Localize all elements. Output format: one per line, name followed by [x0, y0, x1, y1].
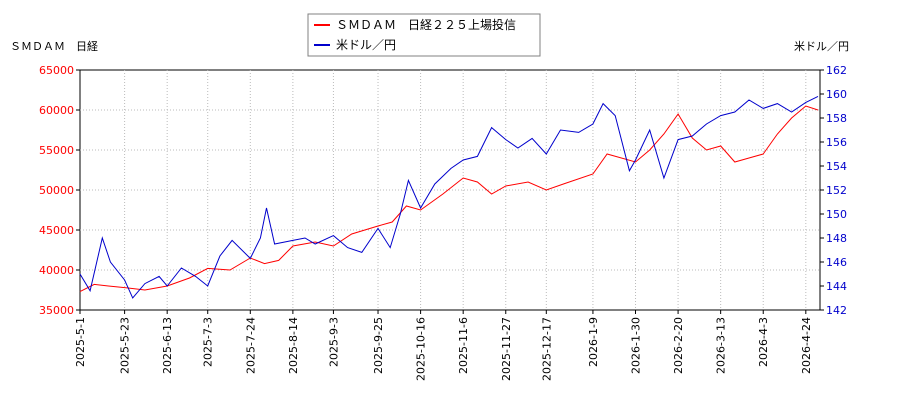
x-tick-label: 2026-4-24 — [800, 317, 813, 374]
left-tick-label: 40000 — [39, 264, 74, 277]
right-tick-label: 144 — [826, 280, 847, 293]
x-tick-label: 2025-10-16 — [415, 317, 428, 381]
left-tick-label: 35000 — [39, 304, 74, 317]
left-axis: 65000 60000 55000 50000 45000 40000 35000 — [39, 64, 80, 317]
left-tick-label: 55000 — [39, 144, 74, 157]
legend-label-usdjpy: 米ドル／円 — [336, 38, 396, 52]
right-tick-label: 162 — [826, 64, 847, 77]
x-tick-label: 2025-5-23 — [119, 317, 132, 374]
x-tick-label: 2025-7-3 — [202, 317, 215, 367]
series-line-nikkei — [80, 106, 818, 292]
x-tick-label: 2025-11-27 — [500, 317, 513, 381]
x-axis: 2025-5-1 2025-5-23 2025-6-13 2025-7-3 2025-7… — [74, 310, 813, 381]
x-tick-label: 2025-5-1 — [74, 317, 87, 367]
x-tick-label: 2026-1-9 — [587, 317, 600, 367]
series-layer — [80, 96, 818, 298]
x-tick-label: 2026-4-3 — [757, 317, 770, 367]
x-tick-label: 2025-6-13 — [161, 317, 174, 374]
right-tick-label: 154 — [826, 160, 847, 173]
right-tick-label: 148 — [826, 232, 847, 245]
x-tick-label: 2025-8-14 — [287, 317, 300, 374]
right-axis: 162 160 158 156 154 152 150 148 146 144 142 — [820, 64, 847, 317]
right-tick-label: 152 — [826, 184, 847, 197]
left-tick-label: 60000 — [39, 104, 74, 117]
right-axis-title: 米ドル／円 — [794, 40, 849, 53]
left-tick-label: 50000 — [39, 184, 74, 197]
left-tick-label: 65000 — [39, 64, 74, 77]
x-tick-label: 2025-12-17 — [540, 317, 553, 381]
x-tick-label: 2026-3-13 — [715, 317, 728, 374]
right-tick-label: 142 — [826, 304, 847, 317]
right-tick-label: 156 — [826, 136, 847, 149]
x-tick-label: 2025-7-24 — [244, 317, 257, 374]
x-tick-label: 2025-11-6 — [457, 317, 470, 374]
series-line-usdjpy — [80, 96, 818, 298]
right-tick-label: 160 — [826, 88, 847, 101]
x-tick-label: 2025-9-25 — [372, 317, 385, 374]
right-tick-label: 150 — [826, 208, 847, 221]
legend: ＳＭＤＡＭ 日経２２５上場投信 米ドル／円 — [308, 14, 540, 56]
right-tick-label: 146 — [826, 256, 847, 269]
right-tick-label: 158 — [826, 112, 847, 125]
x-tick-label: 2025-9-3 — [327, 317, 340, 367]
x-tick-label: 2026-2-20 — [672, 317, 685, 374]
left-axis-title: ＳＭＤＡＭ 日経 — [10, 40, 98, 53]
x-tick-label: 2026-1-30 — [630, 317, 643, 374]
legend-label-nikkei: ＳＭＤＡＭ 日経２２５上場投信 — [336, 17, 516, 32]
left-tick-label: 45000 — [39, 224, 74, 237]
